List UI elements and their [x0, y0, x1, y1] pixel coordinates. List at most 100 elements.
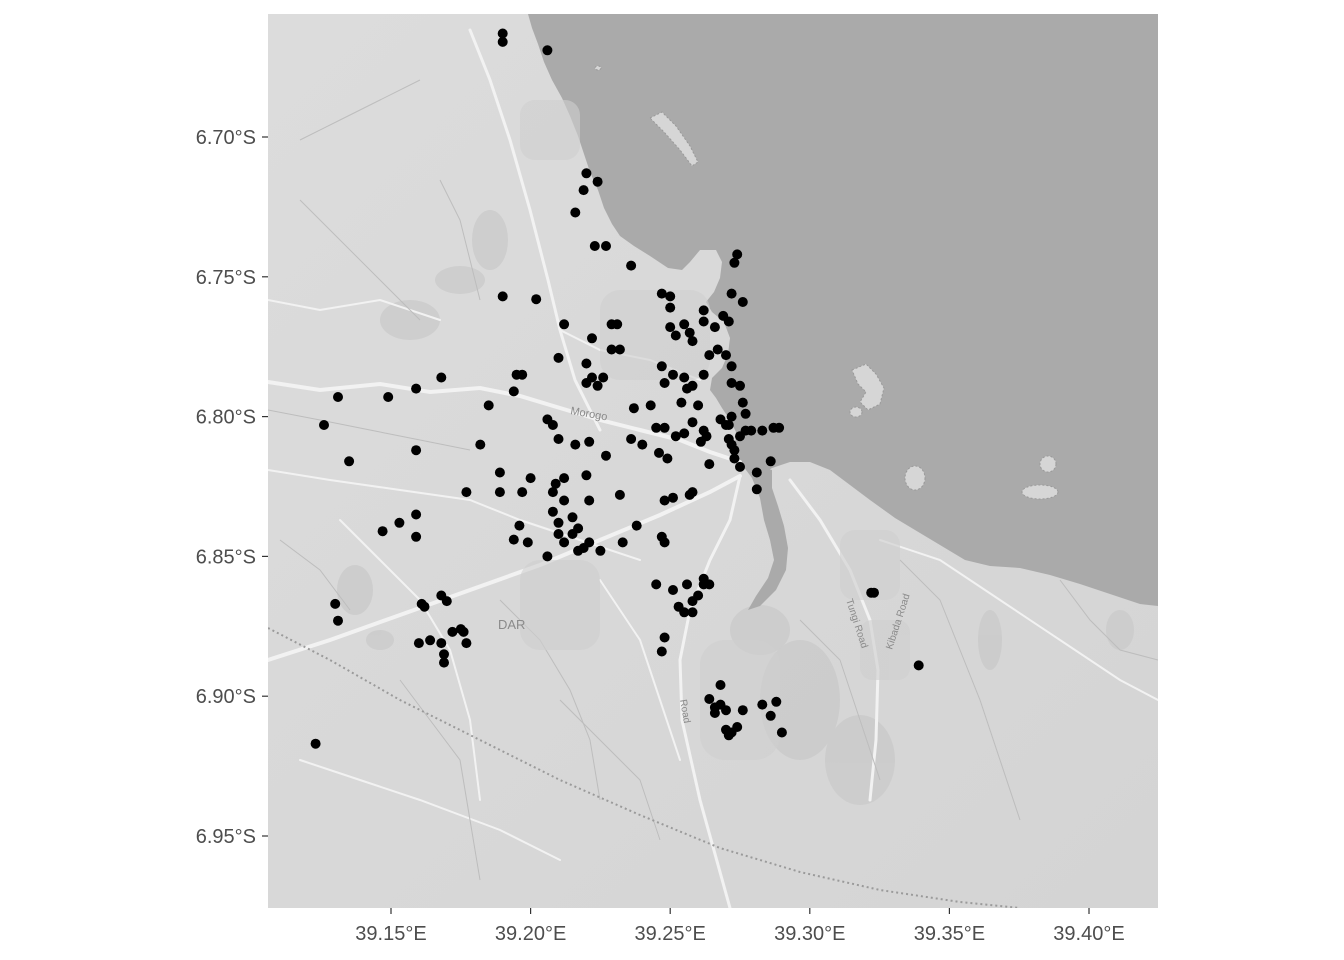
data-point	[547, 506, 558, 517]
minor-roads	[268, 79, 1158, 881]
data-point	[765, 710, 776, 721]
data-point	[601, 241, 611, 251]
data-point	[659, 537, 670, 548]
data-point	[497, 291, 508, 302]
harbour-creek	[740, 462, 788, 610]
data-point	[411, 509, 422, 520]
data-point	[436, 638, 447, 649]
data-point	[333, 615, 343, 626]
data-point	[497, 36, 508, 47]
data-point	[344, 456, 355, 467]
data-point	[751, 484, 762, 495]
data-point	[570, 439, 581, 450]
data-point	[447, 626, 458, 637]
data-point	[508, 386, 519, 397]
data-point	[581, 470, 592, 481]
data-point	[614, 489, 625, 500]
data-point	[547, 487, 558, 498]
data-point	[319, 420, 329, 430]
data-point	[592, 380, 603, 391]
data-point	[626, 260, 637, 271]
data-point	[598, 372, 609, 383]
data-point	[411, 383, 422, 394]
x-tick-label: 39.30°E	[774, 923, 845, 945]
data-point	[377, 526, 388, 537]
data-point	[584, 495, 595, 506]
data-point	[659, 495, 670, 506]
data-point	[726, 288, 737, 299]
data-point	[394, 517, 405, 528]
data-point	[584, 436, 595, 447]
data-point	[679, 319, 690, 330]
data-point	[704, 694, 715, 704]
data-point	[483, 400, 494, 411]
data-point	[735, 380, 745, 391]
data-point	[709, 322, 720, 333]
data-point	[693, 400, 704, 411]
data-point	[441, 596, 452, 607]
y-tick-label: 6.85°S	[196, 546, 256, 568]
data-point	[589, 241, 600, 251]
x-tick-label: 39.25°E	[635, 923, 706, 945]
data-point	[626, 434, 637, 444]
y-tick-label: 6.80°S	[196, 407, 256, 429]
urban-areas	[520, 100, 910, 760]
data-point	[737, 297, 748, 307]
data-point	[517, 369, 528, 380]
data-point	[522, 537, 533, 548]
data-point	[497, 28, 508, 39]
data-point	[656, 288, 667, 299]
data-point	[439, 649, 449, 660]
data-point	[333, 392, 343, 402]
data-point	[553, 529, 564, 539]
data-point	[709, 708, 720, 718]
data-point	[494, 487, 505, 498]
data-point	[687, 487, 698, 498]
data-point	[729, 445, 740, 456]
data-point	[735, 461, 745, 472]
data-point	[665, 291, 676, 302]
data-point	[693, 590, 704, 601]
data-point	[383, 392, 394, 402]
data-point	[550, 478, 561, 489]
data-point	[687, 607, 698, 618]
data-point	[614, 344, 625, 355]
y-tick-label: 6.70°S	[196, 127, 256, 149]
data-point	[704, 459, 715, 470]
x-tick-label: 39.35°E	[914, 923, 985, 945]
data-point	[869, 587, 879, 598]
data-point	[732, 722, 743, 732]
data-point	[525, 473, 536, 484]
data-point	[665, 302, 676, 313]
islands	[594, 65, 1059, 500]
data-point	[726, 411, 737, 422]
data-point	[771, 696, 782, 707]
data-point	[413, 638, 424, 649]
map-label-road: Road	[677, 699, 692, 724]
data-point	[310, 738, 321, 749]
x-tick-label: 39.40°E	[1053, 923, 1124, 945]
data-point	[687, 336, 698, 347]
data-point	[668, 369, 678, 380]
data-point	[659, 422, 670, 433]
data-point	[637, 439, 648, 450]
data-point	[670, 431, 681, 442]
data-point	[601, 450, 611, 461]
data-point	[698, 369, 709, 380]
data-point	[573, 545, 584, 556]
data-point	[679, 428, 690, 439]
data-point	[726, 361, 737, 372]
data-point	[514, 520, 525, 531]
data-point	[737, 397, 748, 408]
data-point	[461, 487, 472, 498]
data-point	[461, 638, 472, 649]
data-point	[517, 487, 528, 498]
data-point	[612, 319, 623, 330]
data-point	[698, 305, 709, 316]
data-point	[665, 322, 676, 333]
data-point	[712, 344, 723, 355]
data-point	[740, 408, 751, 419]
data-point	[425, 635, 436, 646]
data-points	[310, 28, 924, 749]
data-point	[567, 512, 578, 523]
